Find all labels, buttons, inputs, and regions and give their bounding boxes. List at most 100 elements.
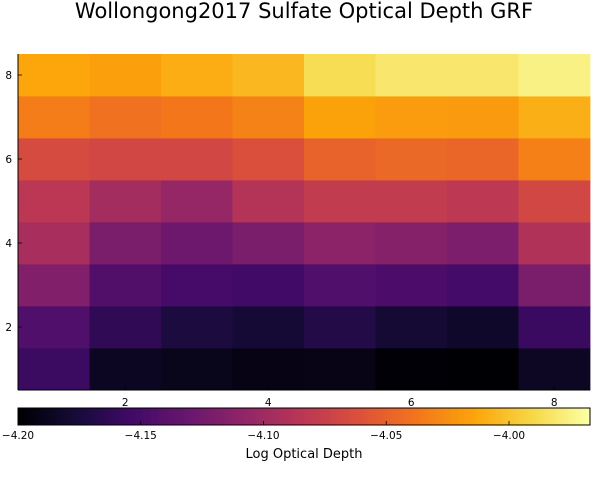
colorbar-segment <box>192 408 196 425</box>
colorbar-segment <box>481 408 485 425</box>
colorbar-segment <box>149 408 153 425</box>
colorbar-segment <box>103 408 108 425</box>
colorbar-segment <box>49 408 53 425</box>
colorbar-segment <box>507 408 511 425</box>
colorbar-segment <box>447 408 451 425</box>
colorbar-segment <box>501 408 505 425</box>
colorbar-segment <box>567 408 571 425</box>
colorbar-segment <box>346 408 351 425</box>
colorbar-segment <box>26 408 30 425</box>
colorbar-segment <box>318 408 322 425</box>
heatmap-cell <box>447 264 519 307</box>
colorbar-segment <box>83 408 88 425</box>
colorbar-segment <box>58 408 62 425</box>
colorbar-segment <box>375 408 379 425</box>
heatmap-cell <box>375 138 448 181</box>
heatmap-cell <box>89 96 162 139</box>
colorbar-segment <box>418 408 422 425</box>
colorbar-segment <box>43 408 48 425</box>
colorbar-segment <box>444 408 448 425</box>
plot-axes: 2 4 6 8 2 4 6 8 <box>5 54 590 409</box>
heatmap-cell <box>375 54 448 97</box>
x-tick-label: 6 <box>408 397 415 409</box>
colorbar-segment <box>229 408 233 425</box>
colorbar-segment <box>475 408 479 425</box>
heatmap-cell <box>232 264 305 307</box>
colorbar-segment <box>203 408 208 425</box>
heatmap-cell <box>161 348 233 391</box>
colorbar-segment <box>195 408 199 425</box>
colorbar-segment <box>527 408 531 425</box>
colorbar-segment <box>381 408 385 425</box>
colorbar-segment <box>100 408 105 425</box>
colorbar-tick-label: −4.20 <box>2 430 34 442</box>
heatmap-cell <box>518 348 591 391</box>
heatmap-cell <box>18 264 90 307</box>
colorbar-segment <box>564 408 568 425</box>
colorbar-segment <box>123 408 128 425</box>
colorbar-segment <box>169 408 173 425</box>
colorbar-segment <box>455 408 459 425</box>
colorbar-segment <box>478 408 482 425</box>
y-tick-label: 8 <box>5 70 12 82</box>
colorbar-segment <box>581 408 585 425</box>
heatmap-cell <box>89 306 162 349</box>
heatmap-cell <box>304 264 376 307</box>
heatmap-cell <box>232 222 305 265</box>
heatmap-cell <box>375 306 448 349</box>
heatmap-cell <box>232 96 305 139</box>
colorbar-segment <box>32 408 36 425</box>
colorbar-segment <box>261 408 265 425</box>
colorbar-segment <box>335 408 339 425</box>
colorbar-segment <box>286 408 291 425</box>
colorbar-segment <box>561 408 565 425</box>
colorbar-segment <box>389 408 394 425</box>
heatmap-cell <box>161 180 233 223</box>
colorbar-segment <box>549 408 554 425</box>
heatmap-cell <box>447 306 519 349</box>
colorbar-segment <box>132 408 136 425</box>
colorbar-segment <box>178 408 182 425</box>
colorbar-segment <box>52 408 56 425</box>
colorbar-segment <box>289 408 294 425</box>
colorbar-segment <box>109 408 113 425</box>
colorbar-segment <box>20 408 25 425</box>
colorbar-segment <box>161 408 165 425</box>
colorbar-segment <box>138 408 142 425</box>
colorbar-segment <box>395 408 399 425</box>
colorbar-segment <box>464 408 468 425</box>
colorbar-segment <box>544 408 548 425</box>
heatmap-cell <box>89 138 162 181</box>
colorbar-segment <box>166 408 171 425</box>
heatmap-cell <box>518 138 591 181</box>
colorbar-segment <box>272 408 276 425</box>
colorbar-segment <box>92 408 96 425</box>
heatmap-cells <box>18 54 591 391</box>
colorbar-segment <box>255 408 259 425</box>
colorbar-segment <box>452 408 457 425</box>
colorbar-segment <box>106 408 111 425</box>
colorbar-segment <box>78 408 82 425</box>
colorbar-segment <box>529 408 534 425</box>
colorbar-segment <box>355 408 359 425</box>
heatmap-cell <box>232 54 305 97</box>
colorbar-segment <box>175 408 179 425</box>
heatmap-cell <box>161 222 233 265</box>
colorbar-segment <box>364 408 368 425</box>
heatmap-cell <box>304 222 376 265</box>
heatmap-cell <box>18 54 90 97</box>
y-tick-label: 2 <box>5 322 12 334</box>
colorbar-segment <box>60 408 65 425</box>
colorbar-segment <box>518 408 522 425</box>
colorbar-segment <box>421 408 425 425</box>
colorbar-segment <box>384 408 388 425</box>
colorbar-segment <box>140 408 145 425</box>
colorbar-segment <box>392 408 397 425</box>
colorbar-segment <box>241 408 245 425</box>
colorbar-segment <box>409 408 414 425</box>
colorbar-segment <box>472 408 477 425</box>
colorbar-segment <box>258 408 262 425</box>
colorbar-segment <box>558 408 562 425</box>
colorbar-segment <box>338 408 342 425</box>
colorbar-segment <box>158 408 162 425</box>
